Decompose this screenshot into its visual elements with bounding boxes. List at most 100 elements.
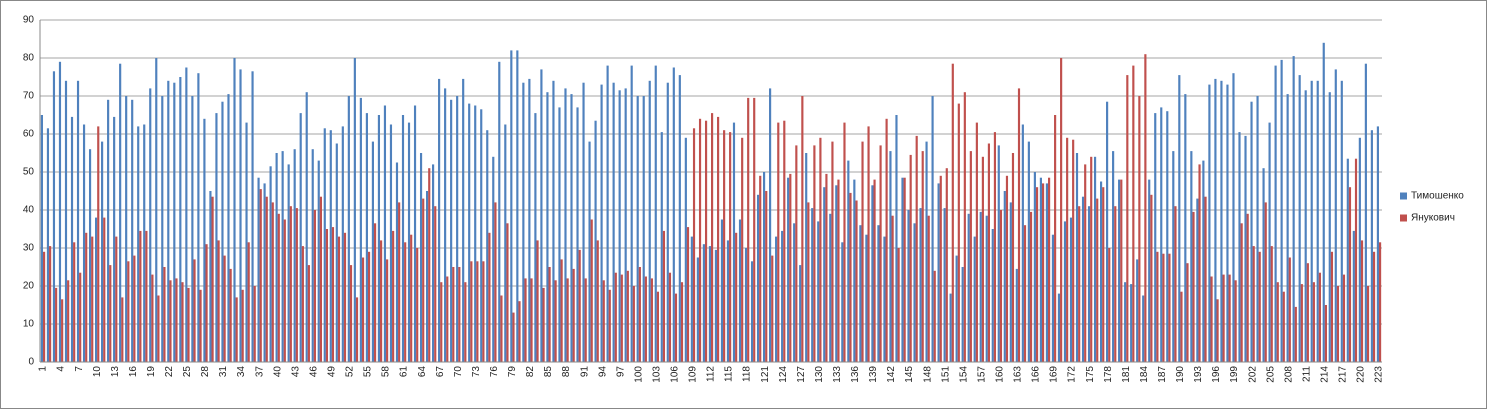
bar <box>512 312 515 362</box>
bar <box>82 124 86 362</box>
bar <box>1220 80 1223 363</box>
bar <box>981 156 984 362</box>
bar <box>756 194 760 362</box>
bar <box>546 92 549 362</box>
bar <box>566 278 569 362</box>
bar <box>311 149 314 362</box>
bar <box>209 191 212 362</box>
bar <box>319 196 323 362</box>
x-tick-label: 223 <box>1374 366 1385 383</box>
x-tick-label: 181 <box>1121 366 1132 383</box>
bar <box>401 115 405 362</box>
bar <box>612 82 615 362</box>
x-tick-label: 205 <box>1265 366 1276 383</box>
bar <box>726 240 730 362</box>
bar <box>1334 69 1337 363</box>
y-tick-label: 20 <box>23 281 35 292</box>
legend-swatch <box>1400 214 1407 222</box>
x-tick-label: 211 <box>1301 366 1312 382</box>
bar <box>1310 80 1313 363</box>
bar <box>383 105 387 362</box>
bar <box>1051 234 1055 362</box>
bar <box>753 97 756 363</box>
bar <box>937 183 940 362</box>
bar <box>343 232 347 362</box>
x-tick-label: 190 <box>1175 366 1186 383</box>
bar <box>235 297 238 362</box>
y-tick-label: 90 <box>23 15 35 26</box>
bar <box>392 230 395 362</box>
bar <box>373 223 377 362</box>
bar <box>329 130 332 362</box>
bar <box>1099 181 1103 362</box>
bar <box>552 80 555 363</box>
bar <box>558 107 561 363</box>
bar <box>115 236 118 362</box>
bar <box>470 261 473 362</box>
bar <box>416 248 419 362</box>
bar <box>139 230 142 362</box>
bar <box>1166 111 1169 362</box>
bar <box>867 126 870 363</box>
x-tick-label: 22 <box>164 366 175 378</box>
bar <box>847 160 850 362</box>
bar <box>849 192 852 362</box>
bar <box>949 293 952 362</box>
x-tick-label: 61 <box>399 366 410 378</box>
x-tick-label: 220 <box>1356 366 1367 383</box>
bar <box>480 109 483 362</box>
bar <box>704 120 708 362</box>
bar <box>1027 141 1030 362</box>
bar <box>199 289 202 362</box>
bar <box>891 215 894 362</box>
bar <box>907 210 910 362</box>
bar <box>1250 101 1253 362</box>
x-tick-label: 160 <box>995 366 1006 383</box>
bar <box>807 202 810 362</box>
x-tick-label: 46 <box>308 366 319 378</box>
bar <box>211 196 214 362</box>
bar <box>963 92 966 362</box>
bar <box>548 267 551 362</box>
bar <box>233 58 236 362</box>
bar <box>999 210 1003 362</box>
bar <box>686 227 690 362</box>
bar <box>1312 282 1315 362</box>
bar <box>654 65 657 362</box>
x-tick-label: 133 <box>832 366 843 383</box>
bar <box>1009 202 1012 362</box>
bar <box>440 282 443 362</box>
bar <box>636 96 639 362</box>
legend-label: Янукович <box>1411 213 1455 224</box>
bar <box>1081 196 1085 362</box>
x-tick-label: 217 <box>1338 366 1349 383</box>
bar <box>121 297 124 362</box>
bar <box>578 249 581 362</box>
x-tick-label: 118 <box>742 366 753 382</box>
bar <box>588 141 591 362</box>
bar <box>642 96 645 362</box>
x-tick-label: 58 <box>381 366 392 378</box>
bar <box>355 297 359 362</box>
bar <box>1324 305 1327 362</box>
bar <box>955 255 958 362</box>
bar <box>831 141 834 362</box>
bar <box>88 149 92 362</box>
bar <box>1114 206 1117 362</box>
x-tick-label: 31 <box>218 366 229 378</box>
bar <box>217 240 220 362</box>
x-tick-label: 10 <box>92 366 103 378</box>
bar <box>1136 259 1139 362</box>
bar <box>1142 295 1145 362</box>
bar <box>723 130 726 362</box>
bar <box>1340 80 1343 363</box>
bar <box>696 257 699 362</box>
bar <box>1192 211 1195 362</box>
bar <box>620 274 623 362</box>
bar <box>1078 206 1081 362</box>
bar <box>660 132 663 362</box>
bar <box>1298 75 1301 362</box>
bar <box>813 145 816 362</box>
bar <box>191 96 194 362</box>
